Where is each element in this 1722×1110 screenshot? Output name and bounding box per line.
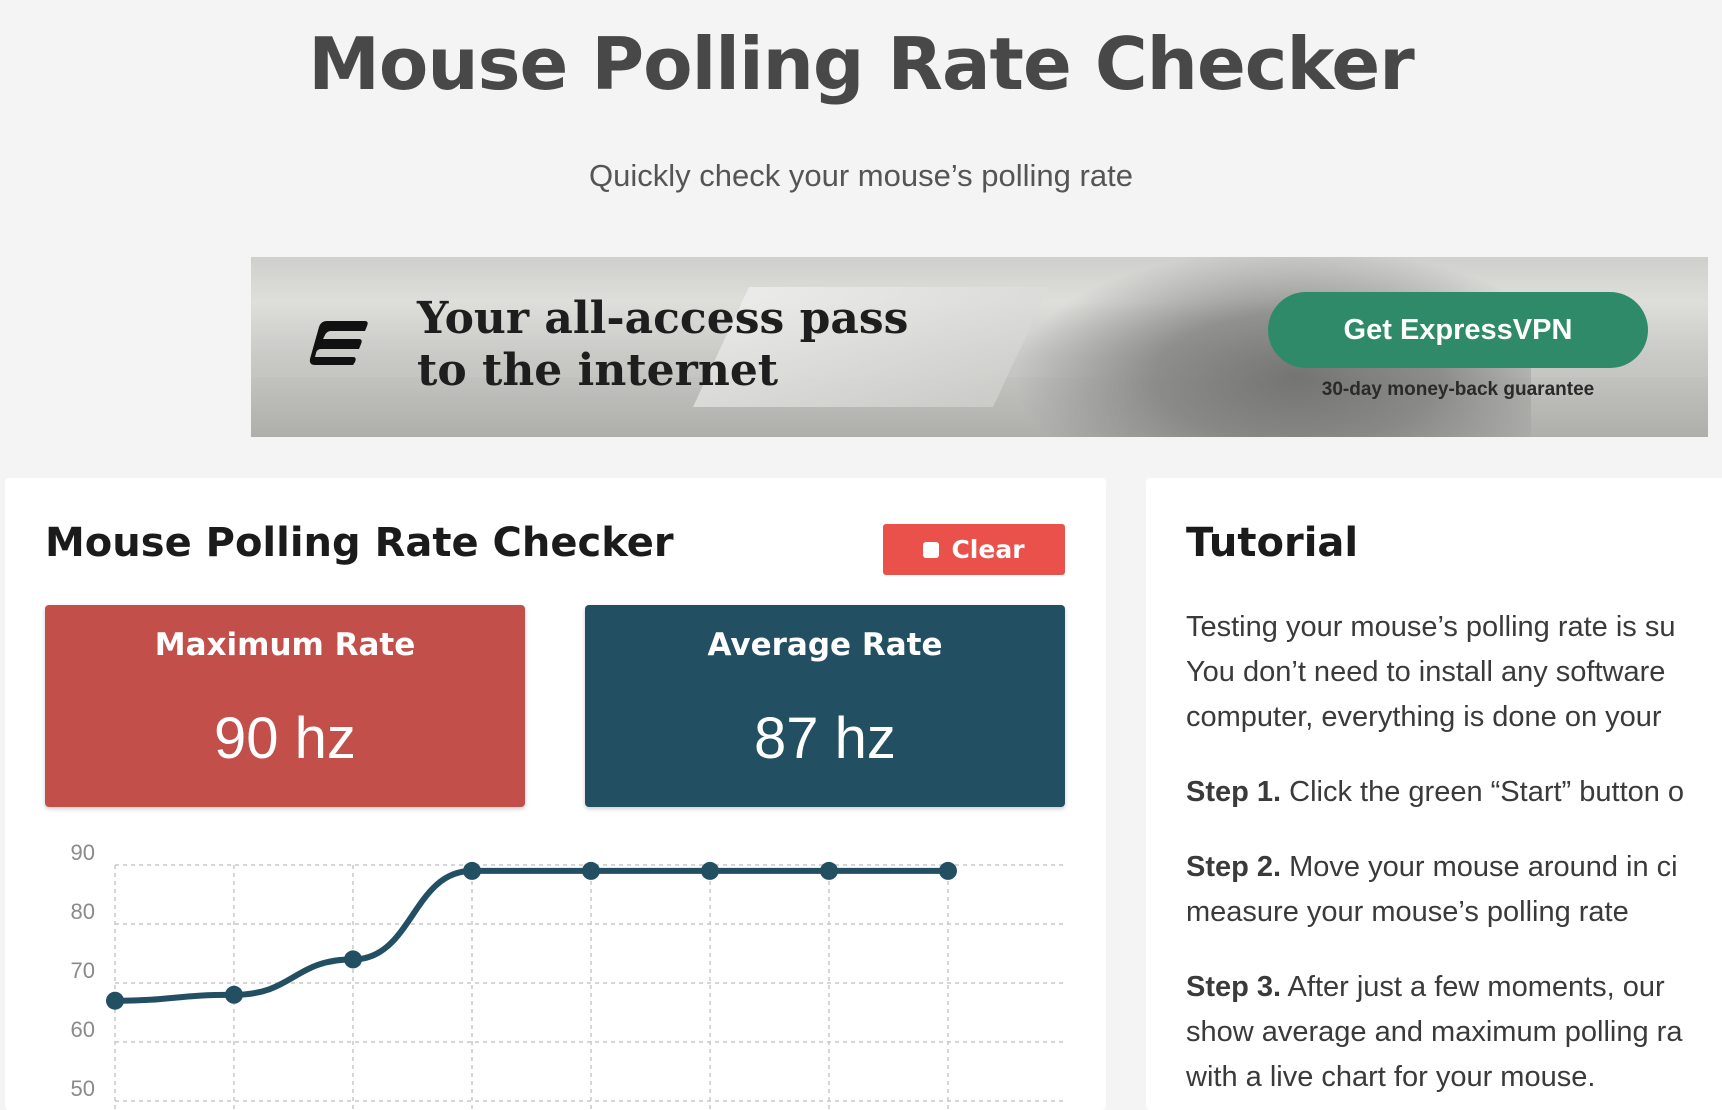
chart-y-tick-label: 90 <box>71 840 95 865</box>
tutorial-intro-line: computer, everything is done on your <box>1186 701 1662 733</box>
chart-data-point <box>225 985 243 1004</box>
average-rate-value: 87 hz <box>754 706 896 771</box>
ad-headline: Your all-access pass to the internet <box>417 293 908 397</box>
step-2-label: Step 2. <box>1186 851 1282 883</box>
clear-button-label: Clear <box>951 535 1025 564</box>
polling-rate-chart: 90 80 70 60 50 <box>71 840 1063 1110</box>
chart-data-point <box>106 991 124 1010</box>
tutorial-card: Tutorial Testing your mouse’s polling ra… <box>1146 478 1722 1110</box>
step-3-text-line: show average and maximum polling ra <box>1186 1016 1683 1048</box>
average-rate-box: Average Rate 87 hz <box>585 605 1065 807</box>
average-rate-label: Average Rate <box>707 627 943 663</box>
page-title: Mouse Polling Rate Checker <box>308 22 1415 106</box>
chart-data-point <box>701 861 719 880</box>
stop-icon <box>923 541 940 558</box>
step-2-text: Move your mouse around in ci <box>1281 851 1678 883</box>
tutorial-step-line: Step 2. Move your mouse around in ci <box>1186 845 1722 890</box>
tutorial-intro: Testing your mouse’s polling rate is su … <box>1186 605 1722 740</box>
tutorial-intro-line: Testing your mouse’s polling rate is su <box>1186 611 1676 643</box>
chart-data-point <box>463 861 481 880</box>
step-2-text-line: measure your mouse’s polling rate <box>1186 896 1629 928</box>
tutorial-step-line: Step 1. Click the green “Start” button o <box>1186 770 1722 815</box>
chart-series-line <box>114 867 948 1004</box>
chart-y-tick-label: 50 <box>71 1076 95 1101</box>
chart-y-tick-label: 70 <box>71 958 95 983</box>
step-3-text: After just a few moments, our <box>1281 971 1665 1003</box>
chart-y-tick-label: 60 <box>71 1017 95 1042</box>
ad-headline-line: Your all-access pass <box>417 293 909 344</box>
step-3-label: Step 3. <box>1186 971 1282 1003</box>
step-1-label: Step 1. <box>1186 776 1282 808</box>
ad-banner[interactable]: Your all-access pass to the internet Get… <box>251 257 1708 437</box>
tutorial-step-2: Step 2. Move your mouse around in ci mea… <box>1186 845 1722 935</box>
checker-title: Mouse Polling Rate Checker <box>45 520 674 566</box>
tutorial-step-line: Step 3. After just a few moments, our <box>1186 965 1722 1010</box>
tutorial-step-1: Step 1. Click the green “Start” button o <box>1186 770 1722 815</box>
chart-y-tick-label: 80 <box>71 899 95 924</box>
step-3-text-line: with a live chart for your mouse. <box>1186 1061 1596 1093</box>
chart-data-point <box>820 861 838 880</box>
chart-data-point <box>344 950 362 969</box>
tutorial-step-3: Step 3. After just a few moments, our sh… <box>1186 965 1722 1100</box>
tutorial-intro-line: You don’t need to install any software <box>1186 656 1666 688</box>
chart-data-point <box>939 861 957 880</box>
ad-headline-line: to the internet <box>417 345 779 396</box>
checker-card: Mouse Polling Rate Checker Clear Maximum… <box>5 478 1106 1110</box>
chart-data-point <box>582 861 600 880</box>
maximum-rate-value: 90 hz <box>214 706 356 771</box>
maximum-rate-box: Maximum Rate 90 hz <box>45 605 525 807</box>
clear-button[interactable]: Clear <box>883 524 1065 575</box>
maximum-rate-label: Maximum Rate <box>154 627 416 663</box>
get-expressvpn-button[interactable]: Get ExpressVPN <box>1268 292 1648 368</box>
tutorial-title: Tutorial <box>1186 520 1359 566</box>
expressvpn-logo-icon <box>309 321 368 365</box>
ad-guarantee-note: 30-day money-back guarantee <box>1321 379 1595 400</box>
step-1-text: Click the green “Start” button o <box>1281 776 1685 808</box>
page-subtitle: Quickly check your mouse’s polling rate <box>589 158 1133 193</box>
